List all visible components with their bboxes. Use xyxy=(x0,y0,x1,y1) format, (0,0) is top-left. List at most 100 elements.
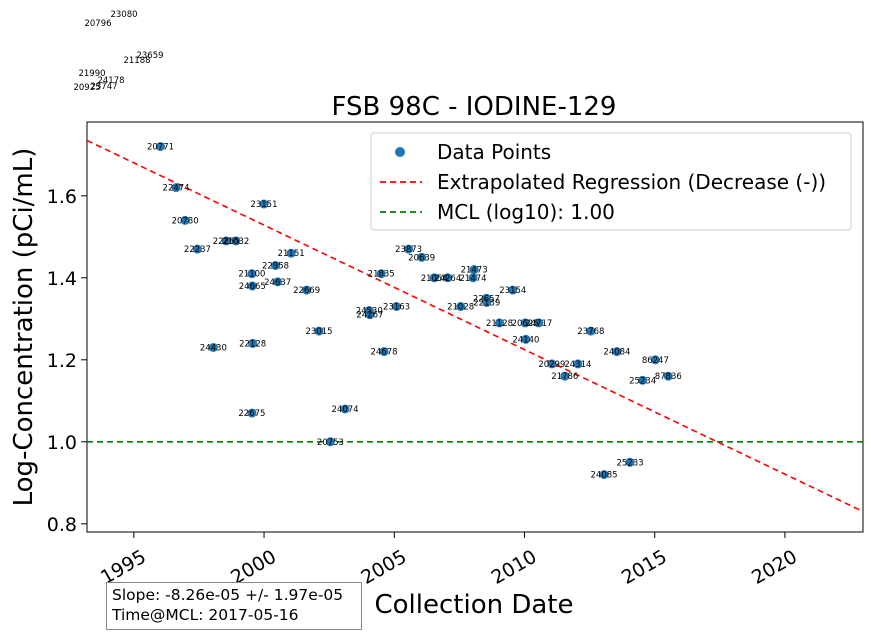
y-tick-label: 1.4 xyxy=(47,268,77,290)
data-point xyxy=(469,265,479,275)
stats-box: Slope: -8.26e-05 +/- 1.97e-05 Time@MCL: … xyxy=(106,582,362,630)
overflow-point-label: 23659 xyxy=(136,51,163,61)
y-tick-label: 1.0 xyxy=(47,432,77,454)
data-point xyxy=(247,408,257,418)
overflow-point-label: 21188 xyxy=(123,56,150,66)
data-point-label: 21128 xyxy=(486,319,513,329)
data-point-label: 21473 xyxy=(461,266,488,276)
data-point xyxy=(521,334,531,344)
x-axis-label: Collection Date xyxy=(374,590,573,620)
legend-marker-points xyxy=(395,147,405,157)
data-point-label: 25233 xyxy=(617,458,644,468)
data-point xyxy=(392,302,402,311)
data-point-label: 24637 xyxy=(264,278,291,288)
x-tick-label: 2010 xyxy=(488,546,541,589)
y-tick-label: 1.2 xyxy=(47,350,77,372)
data-point xyxy=(247,269,257,279)
data-point-label: 24717 xyxy=(525,319,552,329)
legend-entry-points: Data Points xyxy=(437,140,551,164)
data-point-label: 22237 xyxy=(184,245,211,255)
data-point xyxy=(508,285,518,295)
data-point xyxy=(586,326,596,336)
data-point-label: 24074 xyxy=(332,405,359,415)
data-point xyxy=(663,371,673,381)
data-point-label: 22958 xyxy=(262,262,289,272)
data-point xyxy=(650,355,660,365)
data-point xyxy=(248,338,258,348)
data-point-label: 21032 xyxy=(222,237,249,247)
data-point-label: 22657 xyxy=(473,294,500,304)
data-point-label: 24430 xyxy=(200,344,227,354)
data-point-label: 87836 xyxy=(655,372,682,382)
data-point xyxy=(221,236,231,246)
data-point-label: 23154 xyxy=(499,286,526,296)
x-tick-label: 2005 xyxy=(357,546,410,589)
data-point-label: 21786 xyxy=(551,372,578,382)
x-tick-label: 2015 xyxy=(618,546,671,589)
legend-box xyxy=(370,132,852,231)
data-point xyxy=(379,347,389,357)
data-point xyxy=(340,404,350,414)
data-point-label: 20299 xyxy=(538,360,565,370)
data-point-label: 24678 xyxy=(371,348,398,358)
y-tick-label: 1.6 xyxy=(47,186,77,208)
data-point-label: 21835 xyxy=(368,270,395,280)
data-point-label: 22675 xyxy=(238,409,265,419)
data-point xyxy=(208,343,218,352)
y-tick-label: 0.8 xyxy=(47,514,77,536)
data-point xyxy=(271,261,281,270)
data-point-label: 22128 xyxy=(239,339,266,349)
data-point xyxy=(302,285,312,295)
data-point-label: 86247 xyxy=(642,356,669,366)
overflow-point-label: 21990 xyxy=(78,69,105,79)
data-point xyxy=(376,269,386,279)
data-point-label: 23873 xyxy=(395,245,422,255)
legend-entry-regression: Extrapolated Regression (Decrease (-)) xyxy=(437,170,826,194)
data-point-label: 23163 xyxy=(383,303,410,313)
data-point xyxy=(404,244,414,254)
data-point xyxy=(231,236,241,246)
data-point-label: 20753 xyxy=(317,438,344,448)
data-point-label: 21054 xyxy=(421,274,448,284)
data-point-label: 20771 xyxy=(147,143,174,153)
data-point xyxy=(180,215,190,225)
data-point-label: 24140 xyxy=(512,335,539,345)
data-point xyxy=(259,199,269,209)
time-at-mcl-text: Time@MCL: 2017-05-16 xyxy=(112,606,299,624)
data-point xyxy=(520,318,530,328)
data-point-label: 21028 xyxy=(447,303,474,313)
data-point xyxy=(599,470,609,480)
data-point-label: 24264 xyxy=(434,274,461,284)
x-tick-label: 2020 xyxy=(748,546,801,589)
data-point-label: 25234 xyxy=(629,376,656,386)
overflow-point-label: 23080 xyxy=(110,10,137,20)
data-point xyxy=(314,326,324,336)
data-point xyxy=(325,437,335,447)
overflow-point-label: 23747 xyxy=(90,82,117,92)
x-axis: 1995 2000 2005 2010 2015 2020 xyxy=(97,532,801,589)
data-point xyxy=(612,347,622,357)
data-point xyxy=(573,359,583,369)
data-point-label: 24665 xyxy=(239,282,266,292)
y-axis: 0.8 1.0 1.2 1.4 1.6 xyxy=(47,186,87,536)
overflow-point-label: 20796 xyxy=(84,19,111,29)
data-point xyxy=(171,183,181,193)
data-point xyxy=(547,359,557,369)
data-point xyxy=(247,281,257,291)
data-point-label: 23015 xyxy=(305,327,332,337)
data-point xyxy=(560,371,570,381)
data-point-label: 24084 xyxy=(603,348,630,358)
data-point-label: 20780 xyxy=(172,216,199,226)
legend-entry-mcl: MCL (log10): 1.00 xyxy=(437,200,615,224)
data-point xyxy=(456,302,466,311)
data-point-label: 20639 xyxy=(408,253,435,263)
overflow-point-label: 24178 xyxy=(97,76,124,86)
regression-line xyxy=(87,139,863,513)
chart-title: FSB 98C - IODINE-129 xyxy=(332,92,617,122)
data-point-label: 22669 xyxy=(293,286,320,296)
data-point-label: 24267 xyxy=(356,311,383,321)
data-point xyxy=(365,310,375,320)
data-point-label: 23151 xyxy=(250,200,277,210)
